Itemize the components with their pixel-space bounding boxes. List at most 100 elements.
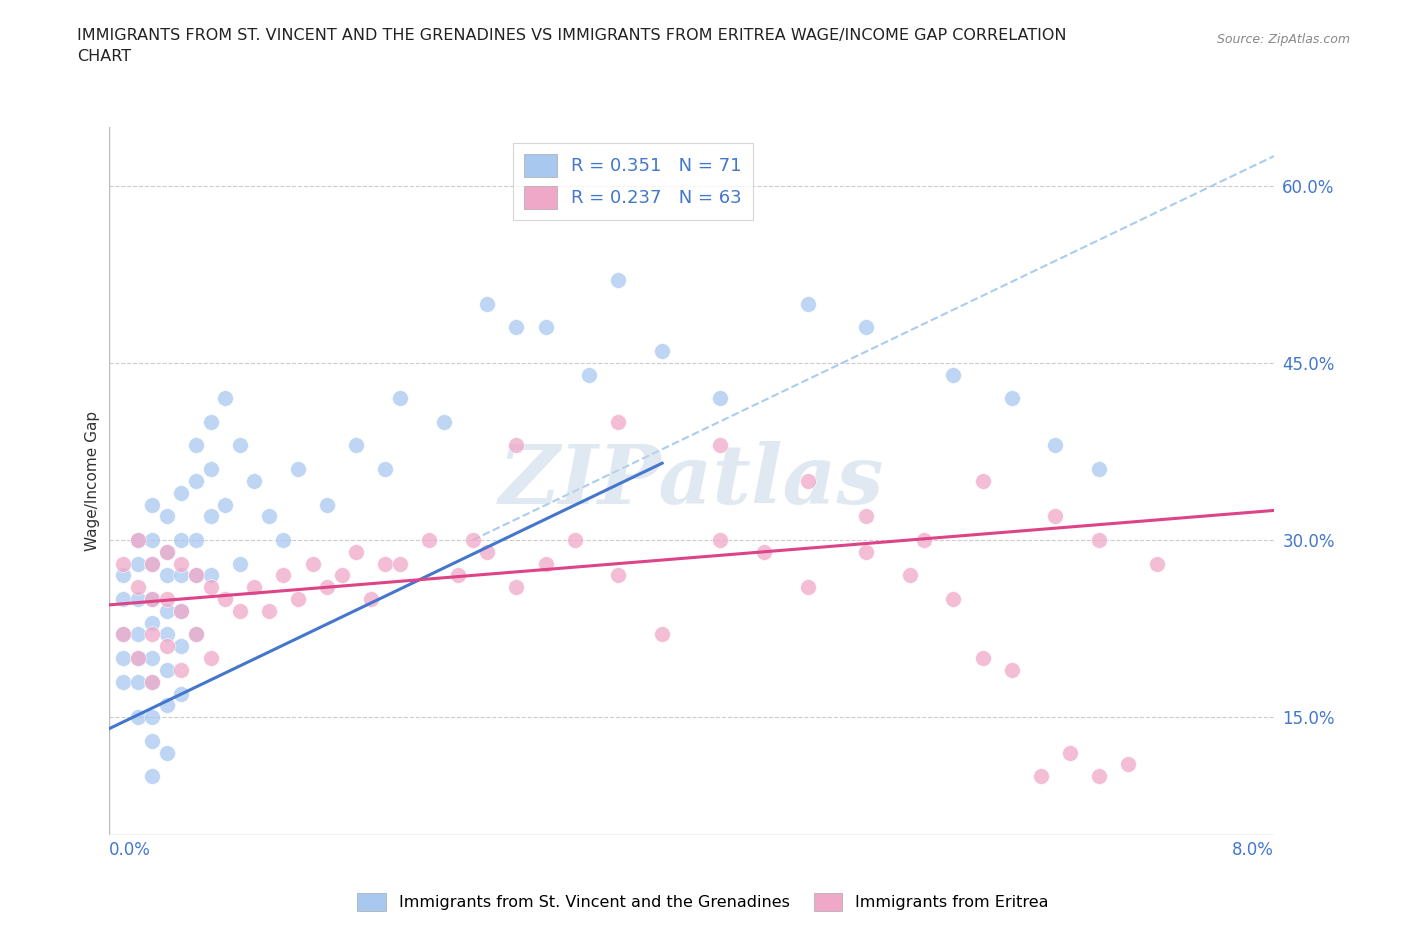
- Point: [170, 485, 193, 500]
- Point: [141, 734, 163, 749]
- Point: [127, 627, 149, 642]
- Point: [141, 591, 163, 606]
- Point: [141, 556, 163, 571]
- Point: [141, 651, 163, 666]
- Point: [1116, 757, 1139, 772]
- Text: 0.0%: 0.0%: [108, 841, 150, 859]
- Point: [127, 556, 149, 571]
- Point: [112, 627, 135, 642]
- Point: [112, 651, 135, 666]
- Point: [170, 604, 193, 618]
- Point: [505, 579, 527, 594]
- Point: [360, 591, 382, 606]
- Point: [433, 415, 456, 430]
- Point: [141, 769, 163, 784]
- Point: [273, 533, 295, 548]
- Point: [170, 556, 193, 571]
- Point: [170, 662, 193, 677]
- Point: [170, 568, 193, 583]
- Point: [607, 272, 630, 287]
- Point: [184, 533, 207, 548]
- Point: [1029, 769, 1052, 784]
- Point: [141, 591, 163, 606]
- Point: [797, 473, 820, 488]
- Point: [709, 391, 731, 405]
- Point: [477, 544, 499, 559]
- Point: [243, 473, 266, 488]
- Point: [184, 438, 207, 453]
- Point: [141, 498, 163, 512]
- Point: [214, 498, 236, 512]
- Point: [229, 438, 252, 453]
- Point: [200, 568, 222, 583]
- Point: [330, 568, 353, 583]
- Point: [374, 461, 396, 476]
- Point: [112, 556, 135, 571]
- Point: [156, 544, 179, 559]
- Point: [200, 461, 222, 476]
- Point: [156, 698, 179, 712]
- Point: [418, 533, 440, 548]
- Point: [505, 320, 527, 335]
- Point: [1001, 391, 1024, 405]
- Text: 8.0%: 8.0%: [1232, 841, 1274, 859]
- Point: [1045, 509, 1067, 524]
- Point: [214, 391, 236, 405]
- Point: [127, 651, 149, 666]
- Point: [170, 533, 193, 548]
- Point: [898, 568, 921, 583]
- Point: [214, 591, 236, 606]
- Point: [127, 651, 149, 666]
- Point: [855, 320, 877, 335]
- Point: [374, 556, 396, 571]
- Point: [1001, 662, 1024, 677]
- Point: [156, 745, 179, 760]
- Point: [184, 568, 207, 583]
- Point: [1088, 461, 1111, 476]
- Point: [709, 438, 731, 453]
- Point: [156, 591, 179, 606]
- Point: [141, 556, 163, 571]
- Point: [534, 556, 557, 571]
- Point: [156, 544, 179, 559]
- Point: [461, 533, 484, 548]
- Point: [1146, 556, 1168, 571]
- Point: [388, 556, 411, 571]
- Point: [1045, 438, 1067, 453]
- Point: [912, 533, 935, 548]
- Point: [141, 533, 163, 548]
- Point: [112, 627, 135, 642]
- Point: [156, 662, 179, 677]
- Point: [564, 533, 586, 548]
- Point: [301, 556, 323, 571]
- Legend: Immigrants from St. Vincent and the Grenadines, Immigrants from Eritrea: Immigrants from St. Vincent and the Gren…: [352, 886, 1054, 917]
- Point: [184, 627, 207, 642]
- Point: [797, 297, 820, 312]
- Point: [170, 686, 193, 701]
- Point: [156, 568, 179, 583]
- Point: [855, 509, 877, 524]
- Point: [170, 604, 193, 618]
- Y-axis label: Wage/Income Gap: Wage/Income Gap: [86, 411, 100, 551]
- Point: [141, 616, 163, 631]
- Point: [184, 627, 207, 642]
- Point: [229, 556, 252, 571]
- Point: [141, 674, 163, 689]
- Point: [972, 473, 994, 488]
- Point: [709, 533, 731, 548]
- Point: [972, 651, 994, 666]
- Point: [273, 568, 295, 583]
- Point: [287, 461, 309, 476]
- Point: [607, 415, 630, 430]
- Point: [1059, 745, 1081, 760]
- Point: [229, 604, 252, 618]
- Text: IMMIGRANTS FROM ST. VINCENT AND THE GRENADINES VS IMMIGRANTS FROM ERITREA WAGE/I: IMMIGRANTS FROM ST. VINCENT AND THE GREN…: [77, 28, 1067, 64]
- Point: [127, 674, 149, 689]
- Point: [184, 568, 207, 583]
- Point: [477, 297, 499, 312]
- Point: [243, 579, 266, 594]
- Text: Source: ZipAtlas.com: Source: ZipAtlas.com: [1216, 33, 1350, 46]
- Point: [141, 710, 163, 724]
- Point: [447, 568, 470, 583]
- Point: [316, 498, 339, 512]
